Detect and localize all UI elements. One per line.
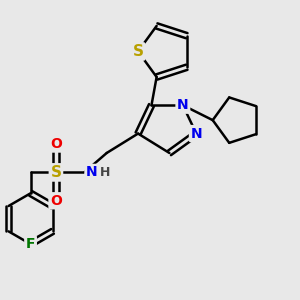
Text: N: N <box>86 165 98 179</box>
Text: S: S <box>50 165 62 180</box>
Text: O: O <box>50 137 62 151</box>
Text: N: N <box>177 98 189 112</box>
Text: O: O <box>50 194 62 208</box>
Text: H: H <box>100 166 110 179</box>
Text: S: S <box>133 44 144 59</box>
Text: F: F <box>26 237 35 251</box>
Text: N: N <box>190 127 202 141</box>
